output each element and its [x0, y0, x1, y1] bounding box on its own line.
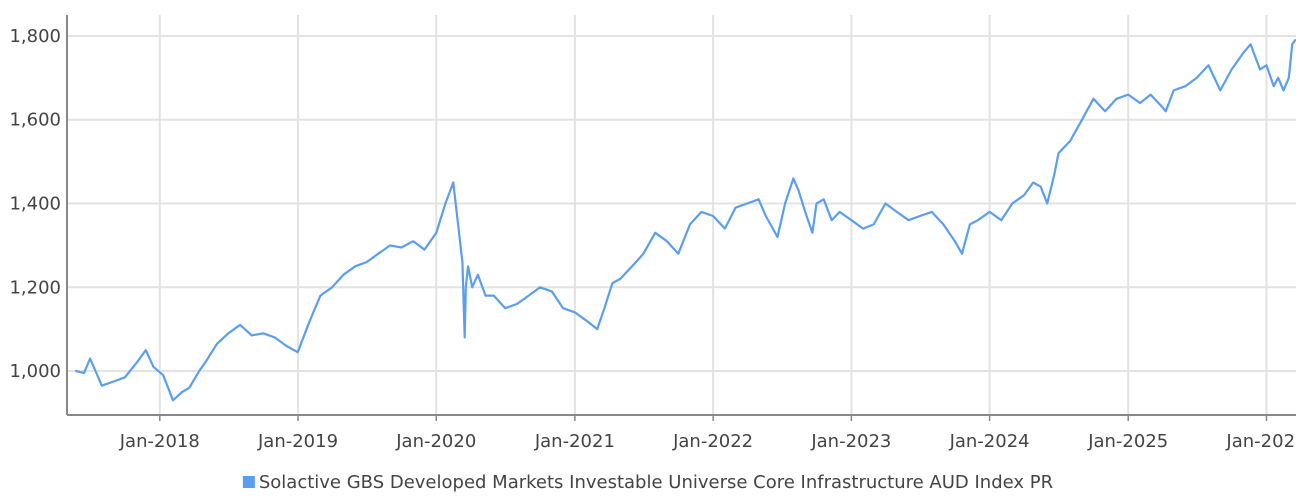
y-tick-label: 1,600 [9, 110, 61, 131]
legend-item: Solactive GBS Developed Markets Investab… [242, 472, 1053, 493]
y-tick-label: 1,000 [9, 361, 61, 382]
legend: Solactive GBS Developed Markets Investab… [242, 472, 1053, 493]
x-tick-label: Jan-2024 [949, 431, 1030, 452]
x-tick-label: Jan-2018 [119, 431, 200, 452]
legend-swatch [242, 476, 255, 488]
axes [66, 15, 1296, 421]
legend-label: Solactive GBS Developed Markets Investab… [259, 472, 1053, 493]
y-tick-label: 1,800 [9, 26, 61, 47]
tick-labels: 1,000 1,200 1,400 1,600 1,800 Jan-2018 Jan-201… [9, 26, 1296, 452]
x-tick-label: Jan-2019 [257, 431, 338, 452]
series-line [74, 38, 1296, 402]
x-tick-label: Jan-2022 [672, 431, 753, 452]
x-tick-label: Jan-2025 [1087, 431, 1168, 452]
x-tick-label: Jan-2021 [534, 431, 615, 452]
x-tick-label: Jan-2023 [810, 431, 891, 452]
y-tick-label: 1,200 [9, 277, 61, 298]
x-tick-label: Jan-2020 [395, 431, 476, 452]
x-tick-label: Jan-2026 [1225, 431, 1296, 452]
gridlines [67, 15, 1296, 415]
series-layer [74, 38, 1296, 402]
y-tick-label: 1,400 [9, 193, 61, 214]
